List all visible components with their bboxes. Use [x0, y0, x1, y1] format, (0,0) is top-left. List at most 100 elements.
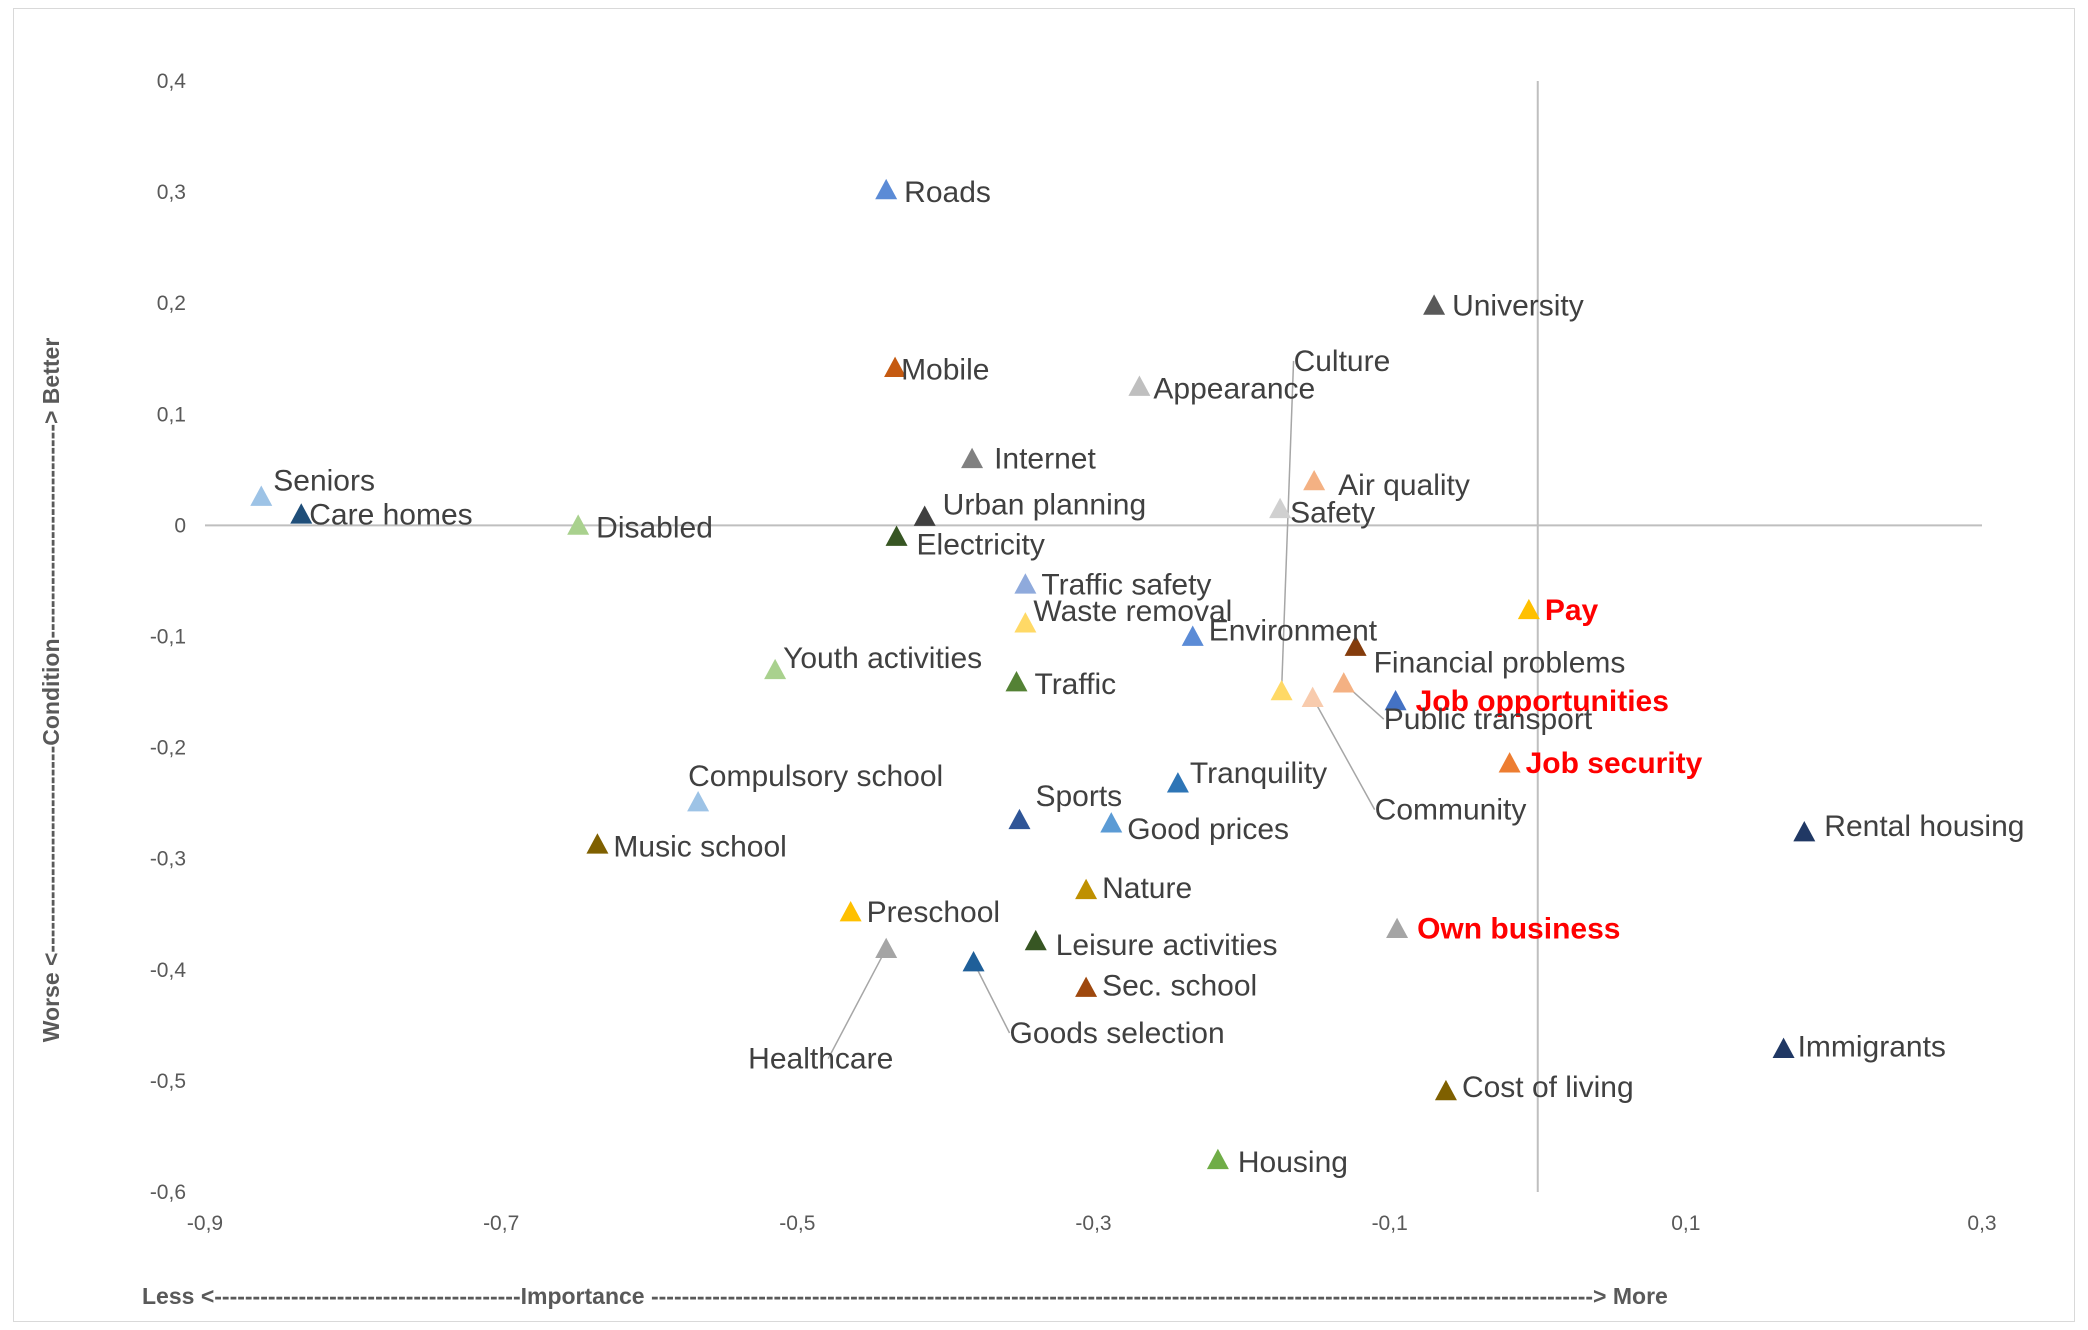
data-point-marker — [1100, 812, 1123, 833]
data-point-label: Goods selection — [1010, 1017, 1225, 1050]
data-point-label: Safety — [1290, 497, 1375, 530]
leader-line — [827, 948, 887, 1060]
data-point-marker — [1128, 375, 1151, 396]
data-point-label: Seniors — [273, 465, 375, 498]
y-tick-label: -0,2 — [150, 737, 186, 760]
data-point-label: Environment — [1209, 615, 1378, 648]
y-tick-label: 0,4 — [157, 70, 187, 93]
data-point-marker — [1075, 878, 1098, 900]
data-point-marker — [1270, 679, 1293, 701]
x-tick-label: -0,7 — [483, 1212, 519, 1235]
data-point-label: Urban planning — [943, 489, 1146, 522]
data-point-label: Public transport — [1384, 703, 1593, 736]
data-point-label: University — [1452, 289, 1584, 322]
x-axis-title: Less <----------------------------------… — [142, 1283, 1668, 1309]
data-point-marker — [1772, 1037, 1795, 1059]
chart-frame — [13, 8, 2075, 1322]
data-point-label: Internet — [994, 443, 1096, 476]
data-point-marker — [1498, 752, 1521, 773]
data-point-label: Good prices — [1127, 813, 1289, 846]
y-axis-title: Worse <---------------------------Condit… — [38, 338, 64, 1043]
y-tick-label: 0,3 — [157, 181, 186, 204]
y-tick-label: 0,2 — [157, 292, 186, 315]
data-point-label: Air quality — [1338, 469, 1470, 502]
x-tick-label: 0,1 — [1671, 1212, 1700, 1235]
y-tick-label: -0,3 — [150, 848, 186, 871]
x-tick-label: -0,5 — [779, 1212, 815, 1235]
y-tick-label: -0,1 — [150, 626, 186, 649]
y-tick-label: -0,6 — [150, 1181, 186, 1204]
data-point-label: Pay — [1545, 594, 1599, 627]
data-point-marker — [687, 791, 710, 812]
data-point-label: Sports — [1035, 780, 1122, 813]
data-point-marker — [875, 937, 898, 959]
data-point-marker — [1423, 294, 1446, 315]
y-tick-label: 0,1 — [157, 403, 186, 426]
data-point-label: Own business — [1417, 913, 1620, 946]
data-point-marker — [1181, 625, 1204, 646]
data-point-label: Job opportunities — [1416, 685, 1669, 718]
data-point-label: Disabled — [596, 511, 713, 544]
data-point-marker — [961, 447, 984, 469]
data-point-label: Youth activities — [783, 642, 982, 675]
y-tick-labels: 0,4 0,3 0,2 0,1 0 -0,1 -0,2 -0,3 -0,4 -0,5 -0,6 — [150, 70, 187, 1204]
data-point-marker — [1005, 671, 1028, 692]
leader-line — [1280, 360, 1295, 691]
data-point-marker — [1008, 808, 1031, 830]
data-point-marker — [1386, 917, 1409, 939]
y-tick-label: 0 — [174, 514, 186, 537]
data-point-label: Traffic — [1034, 668, 1116, 701]
x-tick-label: -0,1 — [1372, 1212, 1408, 1235]
x-tick-label: -0,3 — [1075, 1212, 1111, 1235]
data-point-label: Electricity — [917, 529, 1045, 562]
data-point-marker — [1332, 672, 1355, 693]
data-point-label: Healthcare — [748, 1043, 893, 1076]
data-point-label: Waste removal — [1033, 595, 1232, 628]
data-point-marker — [567, 514, 590, 535]
data-point-label: Mobile — [901, 354, 989, 387]
data-labels: Roads University Culture Mobile Appearance In… — [273, 176, 2024, 1179]
data-point-label: Financial problems — [1374, 646, 1626, 679]
data-point-label: Care homes — [309, 498, 472, 531]
data-point-label: Music school — [613, 830, 786, 863]
x-tick-labels: -0,9 -0,7 -0,5 -0,3 -0,1 0,1 0,3 — [187, 1212, 1997, 1235]
data-point-marker — [1014, 612, 1037, 633]
data-point-label: Rental housing — [1824, 810, 2024, 843]
data-point-label: Preschool — [867, 896, 1000, 929]
data-point-marker — [764, 658, 787, 680]
data-point-marker — [586, 833, 609, 854]
data-point-marker — [1269, 497, 1292, 519]
data-point-label: Traffic safety — [1041, 568, 1211, 601]
y-tick-label: -0,5 — [150, 1070, 186, 1093]
data-point-marker — [1301, 686, 1324, 707]
data-point-label: Tranquility — [1190, 757, 1327, 790]
x-tick-label: -0,9 — [187, 1212, 223, 1235]
data-point-marker — [875, 178, 898, 200]
y-tick-label: -0,4 — [150, 959, 187, 982]
data-point-marker — [1206, 1148, 1229, 1170]
data-point-marker — [962, 951, 985, 972]
data-point-marker — [1434, 1079, 1457, 1101]
data-point-marker — [885, 525, 908, 546]
data-point-label: Appearance — [1153, 373, 1315, 406]
data-point-marker — [1166, 772, 1189, 793]
data-point-marker — [250, 485, 273, 506]
x-tick-label: 0,3 — [1967, 1212, 1996, 1235]
data-point-marker — [884, 356, 907, 377]
data-point-label: Leisure activities — [1056, 929, 1278, 962]
data-point-label: Nature — [1102, 872, 1192, 905]
data-point-marker — [1384, 689, 1407, 711]
leader-line — [1312, 697, 1376, 810]
leader-line — [972, 961, 1011, 1034]
data-point-label: Roads — [904, 176, 991, 209]
data-point-label: Culture — [1294, 345, 1391, 378]
data-point-marker — [1024, 929, 1047, 951]
data-point-label: Job security — [1526, 747, 1703, 780]
data-point-marker — [1344, 635, 1367, 656]
data-point-marker — [1793, 821, 1816, 842]
data-point-label: Cost of living — [1462, 1071, 1634, 1104]
axes — [205, 81, 1982, 1192]
data-point-marker — [1517, 598, 1540, 620]
data-point-label: Housing — [1238, 1146, 1348, 1179]
